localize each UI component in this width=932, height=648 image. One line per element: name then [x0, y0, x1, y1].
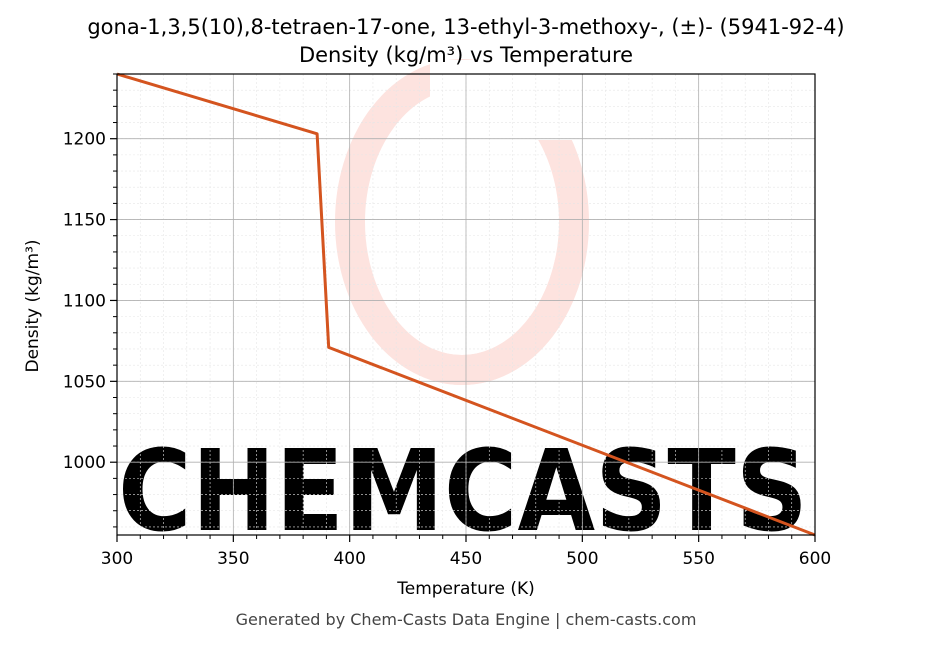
series-layer: [116, 72, 816, 537]
x-axis-ticks: 300 350 400 450 500 550 600: [101, 535, 831, 569]
x-tick-label: 300: [101, 549, 133, 569]
y-axis-label: Density (kg/m³): [23, 239, 43, 372]
y-tick-label: 1150: [63, 211, 106, 231]
series-line-0: [116, 72, 816, 537]
y-tick-label: 1200: [63, 130, 106, 150]
y-axis-ticks: 1000 1050 1100 1150 1200: [63, 73, 117, 528]
y-tick-label: 1050: [63, 372, 106, 392]
x-tick-label: 450: [450, 549, 482, 569]
x-tick-label: 600: [799, 549, 831, 569]
y-tick-label: 1100: [63, 291, 106, 311]
chart-title-line2: Density (kg/m³) vs Temperature: [299, 43, 633, 67]
x-tick-label: 500: [566, 549, 598, 569]
x-axis-label: Temperature (K): [396, 579, 535, 599]
y-tick-label: 1000: [63, 453, 106, 473]
x-tick-label: 550: [682, 549, 714, 569]
footer-credit: Generated by Chem-Casts Data Engine | ch…: [236, 610, 697, 629]
x-tick-label: 350: [217, 549, 249, 569]
chart-title-line1: gona-1,3,5(10),8-tetraen-17-one, 13-ethy…: [87, 15, 844, 39]
x-tick-label: 400: [333, 549, 365, 569]
